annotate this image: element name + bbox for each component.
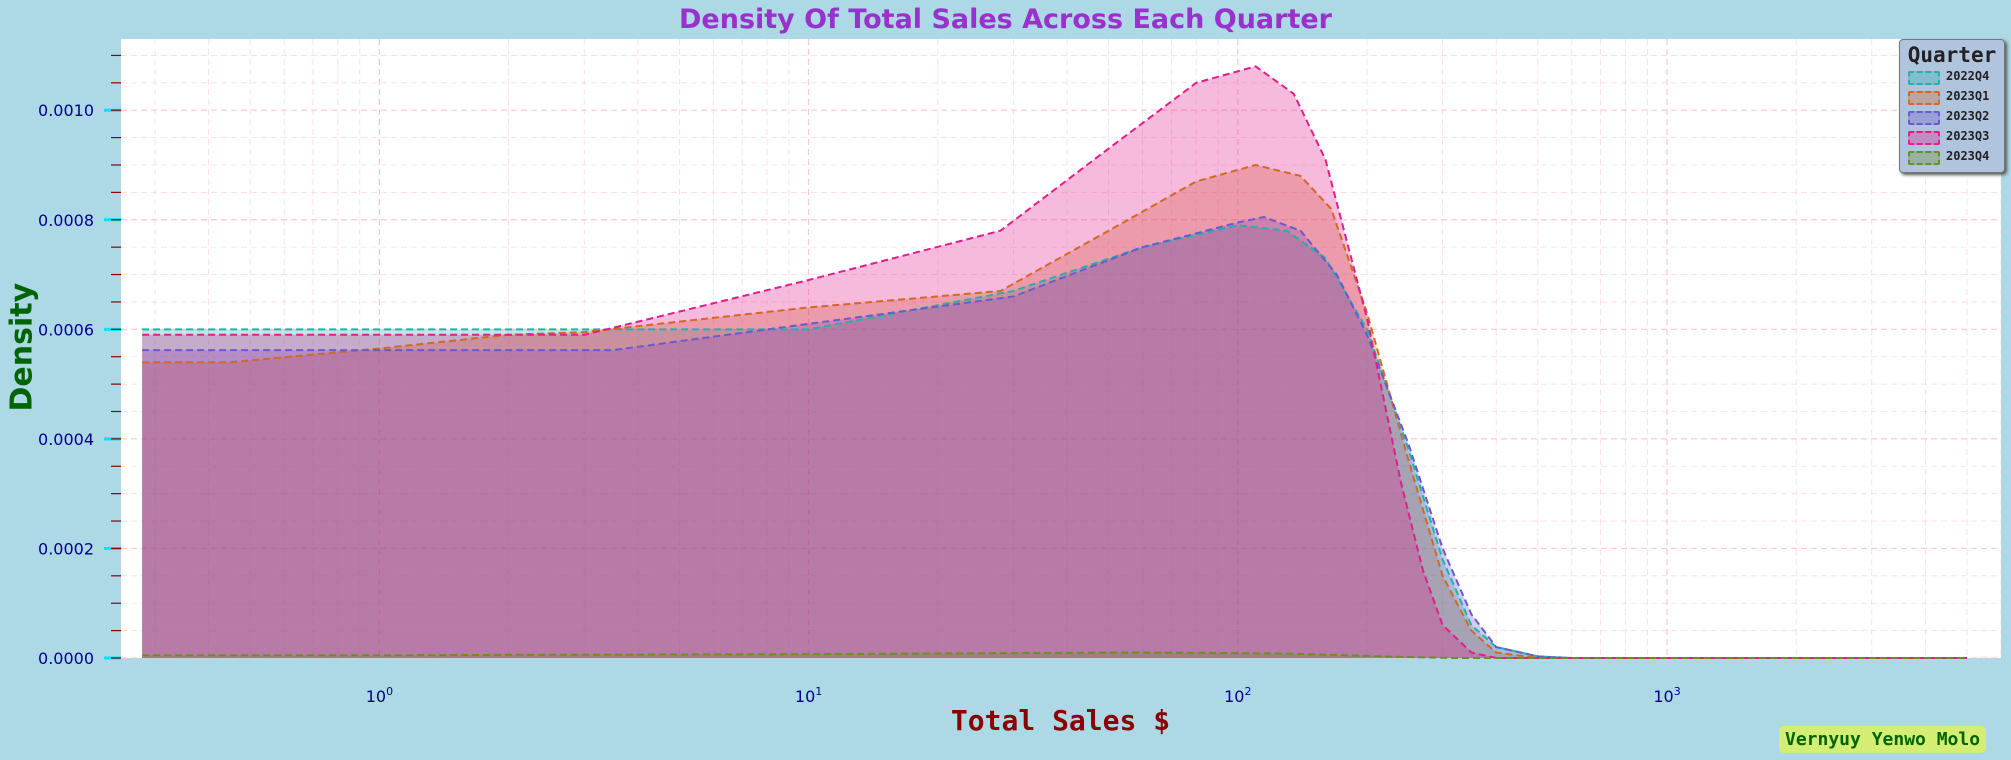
x-tick-exponent: 3 [1674, 685, 1681, 698]
density-lines [142, 65, 1968, 659]
legend-items: 2022Q4 2023Q1 2023Q2 2023Q3 2023Q4 [1900, 67, 2004, 167]
legend-label: 2023Q1 [1946, 89, 1990, 103]
line-2023Q3 [142, 65, 1968, 659]
line-2023Q4 [142, 651, 1968, 659]
x-tick-base: 10 [1653, 687, 1673, 706]
y-tick-label: 0.0008 [38, 211, 94, 230]
y-tick-label: 0.0002 [38, 539, 94, 558]
y-tick-label: 0.0010 [38, 101, 94, 120]
legend-swatch [1908, 91, 1940, 105]
legend-item-2022Q4: 2022Q4 [1900, 67, 2004, 87]
legend-swatch [1908, 151, 1940, 165]
area-2023Q1 [142, 164, 1968, 658]
x-tick-base: 10 [1224, 687, 1244, 706]
density-areas [142, 66, 1968, 658]
x-tick-label: 103 [1653, 685, 1680, 706]
area-2023Q2 [142, 217, 1968, 658]
x-tick-base: 10 [366, 687, 386, 706]
credit-badge: Vernyuy Yenwo Molo [1779, 726, 1987, 753]
y-tick-label: 0.0004 [38, 430, 94, 449]
x-tick-base: 10 [795, 687, 815, 706]
legend-swatch [1908, 131, 1940, 145]
legend-item-2023Q2: 2023Q2 [1900, 107, 2004, 127]
legend-item-2023Q4: 2023Q4 [1900, 147, 2004, 167]
x-tick-label: 102 [1224, 685, 1251, 706]
x-tick-exponent: 2 [1244, 685, 1251, 698]
x-axis-label: Total Sales $ [950, 704, 1171, 737]
x-tick-exponent: 1 [815, 685, 822, 698]
area-2022Q4 [142, 225, 1968, 658]
legend-label: 2022Q4 [1946, 69, 1990, 83]
legend-item-2023Q3: 2023Q3 [1900, 127, 2004, 147]
y-tick-label: 0.0000 [38, 649, 94, 668]
x-tick-exponent: 0 [386, 685, 393, 698]
area-2023Q4 [142, 652, 1968, 658]
line-2023Q2 [142, 215, 1968, 659]
area-2023Q3 [142, 66, 1968, 658]
legend: Quarter 2022Q4 2023Q1 2023Q2 2023Q3 2023Q4 [1899, 39, 2005, 173]
y-axis-label: Density [4, 282, 40, 412]
legend-label: 2023Q2 [1946, 109, 1990, 123]
legend-label: 2023Q3 [1946, 129, 1990, 143]
legend-swatch [1908, 111, 1940, 125]
legend-title: Quarter [1907, 43, 1997, 67]
plot-area [121, 39, 2001, 658]
legend-item-2023Q1: 2023Q1 [1900, 87, 2004, 107]
y-tick-label: 0.0006 [38, 320, 94, 339]
chart-title: Density Of Total Sales Across Each Quart… [679, 4, 1332, 35]
x-tick-label: 100 [366, 685, 393, 706]
legend-label: 2023Q4 [1946, 149, 1990, 163]
x-tick-label: 101 [795, 685, 822, 706]
legend-swatch [1908, 71, 1940, 85]
